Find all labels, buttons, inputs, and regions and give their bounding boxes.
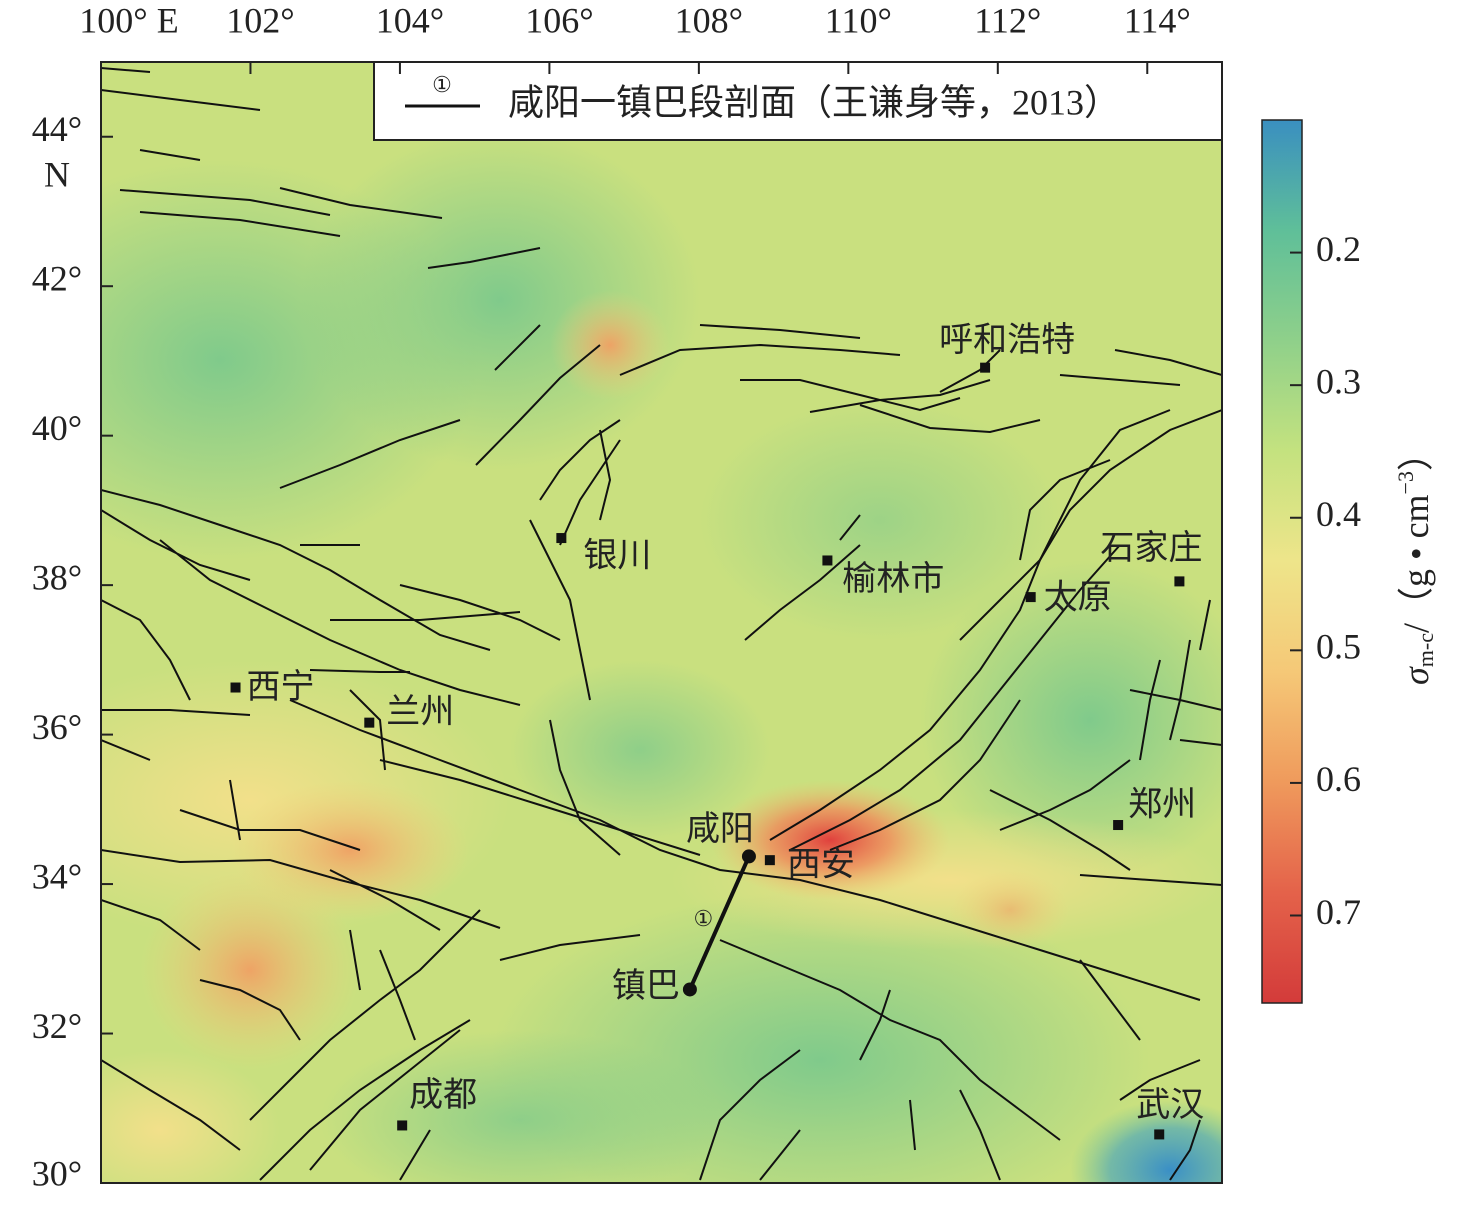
city-label: 镇巴 [612, 966, 680, 1006]
colorbar-exponent: −3 [1393, 471, 1418, 494]
city-label: 呼和浩特 [939, 320, 1075, 360]
legend-symbol: ① [432, 72, 452, 97]
city-marker [1113, 820, 1124, 831]
city-label: 银川 [583, 536, 651, 576]
city-label: 太原 [1044, 578, 1112, 618]
profile-label: ① [694, 906, 714, 931]
city-marker [1025, 592, 1036, 603]
y-tick-label: 30° [32, 1153, 82, 1193]
city-marker [397, 1120, 408, 1131]
city-label: 西安 [787, 845, 855, 885]
colorbar-tick-label: 0.5 [1316, 627, 1361, 667]
colorbar-title: σm-c/（g • cm−3） [1393, 435, 1438, 685]
faults [101, 67, 1222, 1181]
y-tick-label: 38° [32, 557, 82, 597]
gravity-field [101, 62, 1222, 1183]
colorbar-subscript: m-c [1413, 633, 1438, 667]
y-tick-label: 44° [32, 109, 82, 149]
city-label: 成都 [409, 1075, 477, 1115]
x-tick-label: 102° [226, 0, 294, 40]
legend-text: 咸阳一镇巴段剖面（王谦身等，2013） [508, 82, 1120, 122]
legend: ① 咸阳一镇巴段剖面（王谦身等，2013） [373, 61, 1223, 141]
city-label: 兰州 [386, 692, 454, 732]
city-marker [364, 717, 375, 728]
city-label: 郑州 [1128, 785, 1196, 825]
city-label: 咸阳 [686, 809, 754, 849]
x-tick-label: 112° [974, 0, 1041, 40]
city-marker [980, 362, 991, 373]
x-tick-label: 114° [1124, 0, 1191, 40]
x-tick-label: 106° [525, 0, 593, 40]
city-label: 榆林市 [842, 559, 944, 599]
y-tick-label: 36° [32, 707, 82, 747]
x-tick-label: 104° [376, 0, 444, 40]
y-tick-label: 40° [32, 408, 82, 448]
city-marker [822, 555, 833, 566]
city-label: 武汉 [1136, 1085, 1204, 1125]
x-tick-label: 110° [825, 0, 892, 40]
profile-line [688, 855, 751, 991]
legend-box [373, 61, 1223, 141]
colorbar-tick-label: 0.2 [1316, 229, 1361, 269]
city-marker [682, 982, 697, 997]
city-marker [230, 682, 241, 693]
city-marker [741, 849, 756, 864]
colorbar-tick-label: 0.7 [1316, 892, 1361, 932]
colorbar-close: ） [1396, 435, 1436, 471]
city-marker [764, 855, 775, 866]
city-label: 西宁 [247, 667, 315, 707]
city-marker [1174, 576, 1185, 587]
colorbar-tick-label: 0.6 [1316, 759, 1361, 799]
city-marker [1154, 1129, 1165, 1140]
y-tick-label: 34° [32, 856, 82, 896]
colorbar-tick-label: 0.4 [1316, 494, 1361, 534]
y-tick-label: 42° [32, 258, 82, 298]
city-label: 石家庄 [1100, 528, 1202, 568]
x-tick-label: 108° [675, 0, 743, 40]
x-tick-label: 100° E [79, 0, 178, 40]
city-marker [556, 533, 567, 544]
colorbar-symbol: σ [1396, 666, 1436, 685]
hemisphere-label: N [44, 154, 70, 194]
y-tick-label: 32° [32, 1006, 82, 1046]
colorbar-tick-label: 0.3 [1316, 361, 1361, 401]
colorbar [1261, 119, 1303, 1004]
colorbar-unit: /（g • cm [1396, 494, 1436, 633]
